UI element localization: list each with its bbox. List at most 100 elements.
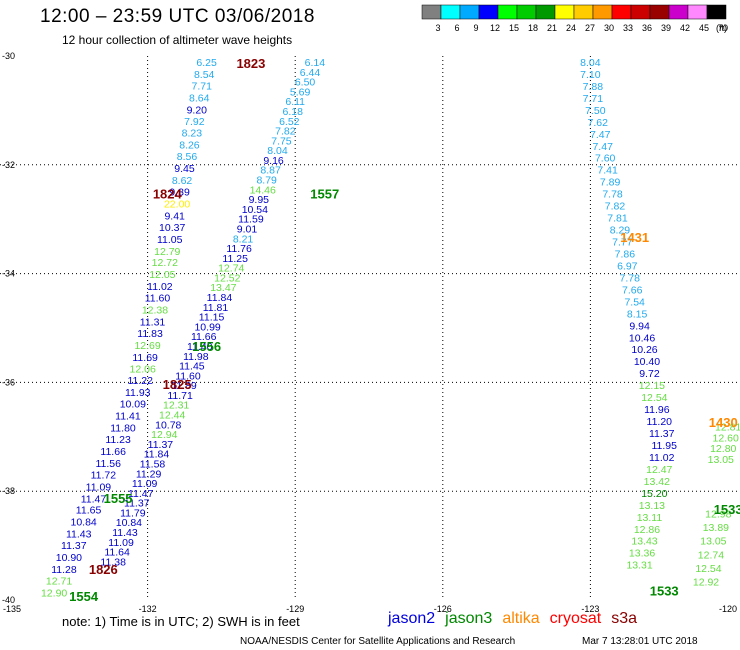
swh-value: 9.45: [174, 163, 195, 175]
legend-cryosat: cryosat: [549, 610, 602, 627]
swh-value: 13.11: [637, 512, 663, 524]
swh-value: 11.09: [132, 478, 158, 490]
swh-value: 13.13: [639, 500, 665, 512]
swh-value: 10.84: [116, 517, 142, 529]
swh-value: 8.64: [189, 92, 210, 104]
colorbar-swatch: [573, 4, 594, 20]
swh-value: 12.05: [149, 269, 175, 281]
swh-value: 9.95: [249, 194, 270, 206]
swh-value: 12.80: [710, 443, 736, 455]
colorbar-label: 33: [623, 23, 633, 33]
swh-value: 9.94: [629, 320, 650, 332]
colorbar-swatch: [497, 4, 518, 20]
swh-value: 11.93: [125, 387, 151, 399]
pass-time-label: 1533: [714, 502, 740, 517]
swh-value: 13.42: [644, 476, 670, 488]
swh-value: 11.84: [207, 292, 233, 304]
swh-value: 11.43: [112, 527, 138, 539]
colorbar-swatch: [459, 4, 480, 20]
swh-value: 12.92: [693, 577, 719, 589]
colorbar-label: 12: [490, 23, 500, 33]
swh-value: 11.80: [110, 423, 136, 435]
swh-value: 11.89: [171, 380, 197, 392]
colorbar-swatch: [440, 4, 461, 20]
swh-value: 13.47: [210, 282, 236, 294]
swh-value: 11.02: [147, 281, 173, 293]
swh-value: 13.31: [626, 560, 652, 572]
x-tick-label: -132: [139, 604, 157, 614]
swh-value: 10.54: [242, 204, 268, 216]
swh-value: 12.90: [41, 587, 67, 599]
swh-value: 11.69: [132, 352, 158, 364]
swh-value: 6.97: [617, 260, 638, 272]
x-tick-label: -126: [434, 604, 452, 614]
swh-value: 7.71: [192, 80, 213, 92]
swh-value: 14.46: [250, 184, 276, 196]
chart-subtitle: 12 hour collection of altimeter wave hei…: [62, 33, 293, 47]
swh-value: 12.44: [159, 410, 185, 422]
swh-value: 6.44: [300, 67, 321, 79]
swh-value: 11.76: [226, 243, 252, 255]
swh-value: 12.31: [163, 400, 189, 412]
pass-time-label: 1825: [163, 377, 192, 392]
swh-value: 11.81: [203, 302, 229, 314]
swh-value: 11.15: [199, 312, 225, 324]
swh-value: 10.78: [155, 419, 181, 431]
swh-value: 7.75: [271, 135, 292, 147]
swh-value: 13.05: [708, 454, 734, 466]
swh-value: 11.09: [86, 481, 112, 493]
legend-jason2: jason2: [388, 610, 436, 627]
swh-value: 7.66: [622, 284, 643, 296]
y-tick-label: -36: [2, 377, 15, 387]
swh-value: 11.84: [144, 449, 170, 461]
swh-value: 7.41: [597, 165, 618, 177]
swh-value: 11.09: [108, 537, 134, 549]
colorbar-label: 42: [680, 23, 690, 33]
swh-value: 10.90: [56, 552, 82, 564]
pass-time-label: 1554: [69, 589, 99, 604]
swh-value: 7.92: [184, 116, 205, 128]
pass-time-label: 1431: [620, 230, 649, 245]
colorbar-swatch: [611, 4, 632, 20]
colorbar-swatch: [516, 4, 537, 20]
colorbar-label: 36: [642, 23, 652, 33]
pass-time-label: 1430: [709, 415, 738, 430]
swh-value: 7.77: [612, 237, 633, 249]
swh-value: 9.01: [237, 223, 258, 235]
swh-value: 11.23: [105, 434, 131, 446]
swh-value: 8.04: [267, 145, 288, 157]
credit-line: NOAA/NESDIS Center for Satellite Applica…: [240, 636, 516, 647]
swh-value: 11.95: [651, 440, 677, 452]
swh-value: 9.20: [187, 104, 208, 116]
swh-value: 11.28: [51, 564, 77, 576]
swh-value: 6.25: [196, 57, 217, 69]
swh-value: 8.87: [260, 165, 281, 177]
swh-value: 12.94: [151, 429, 177, 441]
swh-value: 7.62: [588, 117, 609, 129]
swh-value: 12.38: [142, 305, 168, 317]
swh-value: 8.56: [177, 151, 198, 163]
y-tick-label: -30: [2, 51, 15, 61]
swh-value: 11.65: [76, 505, 102, 517]
pass-time-label: 1826: [89, 562, 118, 577]
swh-value: 6.50: [295, 77, 316, 89]
swh-value: 7.88: [583, 81, 604, 93]
swh-value: 12.15: [639, 380, 665, 392]
swh-value: 11.47: [81, 493, 107, 505]
colorbar-label: 70: [718, 23, 728, 33]
swh-value: 8.15: [627, 308, 648, 320]
colorbar-label: 24: [566, 23, 576, 33]
swh-value: 9.16: [263, 155, 284, 167]
swh-value: 7.54: [624, 296, 645, 308]
swh-value: 13.89: [703, 522, 729, 534]
colorbar-unit: (ft): [716, 23, 727, 33]
swh-value: 6.18: [283, 106, 304, 118]
data-points: 6.258.547.718.649.207.928.238.268.569.45…: [41, 57, 740, 599]
swh-value: 11.29: [136, 468, 162, 480]
swh-value: 9.72: [639, 368, 660, 380]
swh-value: 13.43: [631, 536, 657, 548]
colorbar-label: 30: [604, 23, 614, 33]
pass-time-label: 1533: [650, 584, 679, 599]
legend-jason3: jason3: [445, 610, 493, 627]
